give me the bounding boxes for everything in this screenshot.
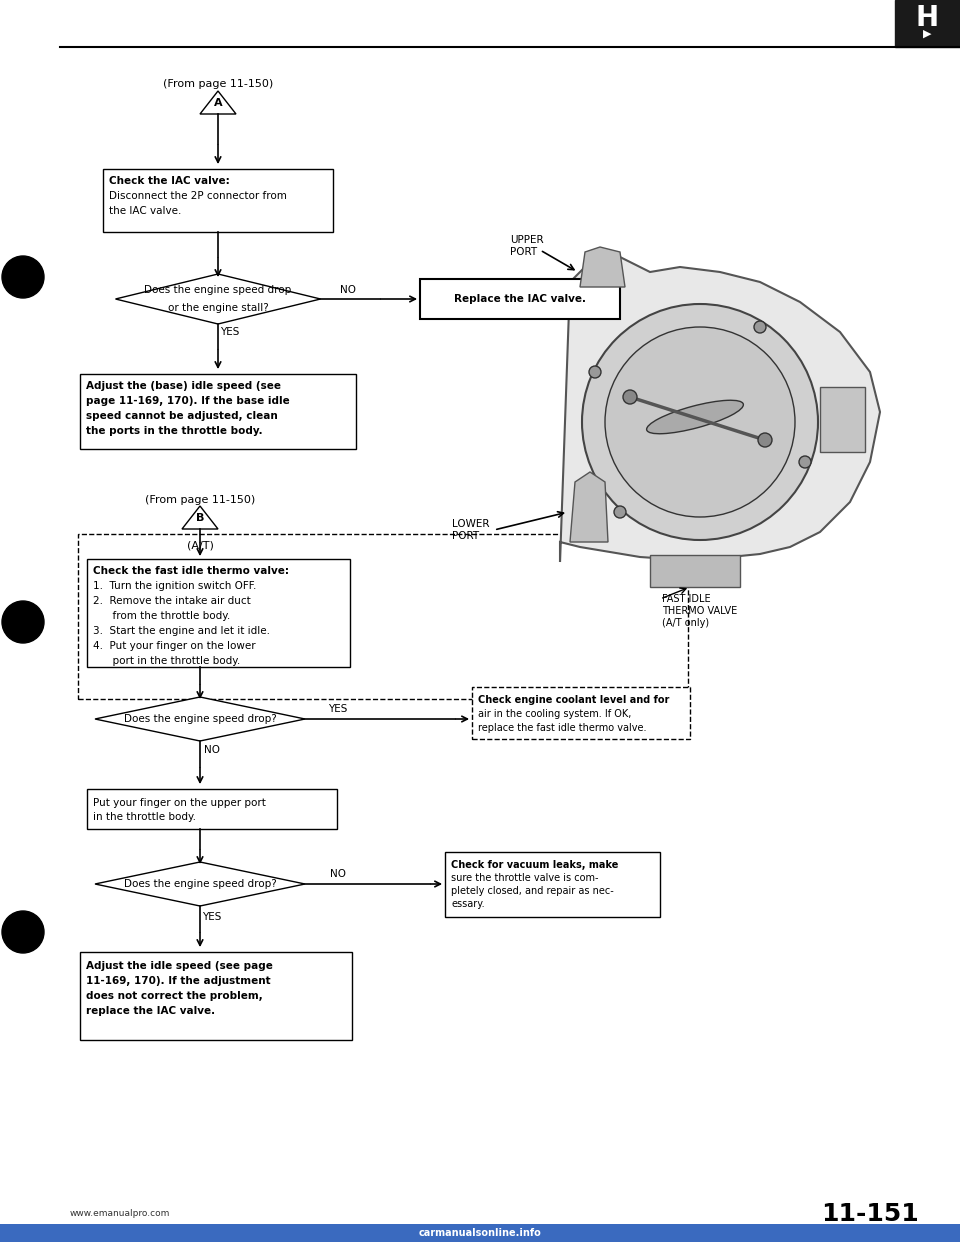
Text: Does the engine speed drop?: Does the engine speed drop? [124,714,276,724]
FancyBboxPatch shape [420,279,620,319]
Text: page 11-169, 170). If the base idle: page 11-169, 170). If the base idle [86,396,290,406]
Circle shape [799,456,811,468]
Text: Disconnect the 2P connector from: Disconnect the 2P connector from [109,191,287,201]
Polygon shape [95,697,305,741]
Text: Adjust the (base) idle speed (see: Adjust the (base) idle speed (see [86,381,281,391]
Polygon shape [95,862,305,905]
Text: 2.  Remove the intake air duct: 2. Remove the intake air duct [93,596,251,606]
Text: replace the fast idle thermo valve.: replace the fast idle thermo valve. [478,723,646,733]
Text: from the throttle body.: from the throttle body. [93,611,230,621]
FancyBboxPatch shape [103,169,333,232]
Text: carmanualsonline.info: carmanualsonline.info [419,1228,541,1238]
Circle shape [758,433,772,447]
Text: FAST IDLE: FAST IDLE [662,594,710,604]
Polygon shape [200,91,236,114]
FancyBboxPatch shape [895,0,960,47]
Text: H: H [916,5,939,32]
Text: (From page 11-150): (From page 11-150) [163,79,274,89]
Text: pletely closed, and repair as nec-: pletely closed, and repair as nec- [451,886,613,895]
Polygon shape [115,274,321,324]
Circle shape [2,910,44,953]
Text: www.emanualpro.com: www.emanualpro.com [70,1210,170,1218]
Circle shape [623,390,637,404]
Text: 4.  Put your finger on the lower: 4. Put your finger on the lower [93,641,255,651]
Polygon shape [580,247,625,287]
Text: Adjust the idle speed (see page: Adjust the idle speed (see page [86,961,273,971]
FancyBboxPatch shape [445,852,660,917]
FancyBboxPatch shape [80,953,352,1040]
Text: Does the engine speed drop: Does the engine speed drop [144,284,292,296]
Circle shape [582,304,818,540]
Text: sure the throttle valve is com-: sure the throttle valve is com- [451,873,598,883]
Text: NO: NO [340,284,356,296]
FancyBboxPatch shape [87,559,350,667]
Circle shape [614,505,626,518]
Text: Does the engine speed drop?: Does the engine speed drop? [124,879,276,889]
Text: NO: NO [204,745,220,755]
FancyBboxPatch shape [472,687,690,739]
Text: NO: NO [330,869,346,879]
Text: Check engine coolant level and for: Check engine coolant level and for [478,696,669,705]
Text: 3.  Start the engine and let it idle.: 3. Start the engine and let it idle. [93,626,270,636]
Text: does not correct the problem,: does not correct the problem, [86,991,263,1001]
Text: in the throttle body.: in the throttle body. [93,812,196,822]
Text: 11-151: 11-151 [821,1202,919,1226]
Text: A: A [214,98,223,108]
Circle shape [605,327,795,517]
Text: LOWER: LOWER [452,519,490,529]
Text: Replace the IAC valve.: Replace the IAC valve. [454,294,586,304]
Text: Check the IAC valve:: Check the IAC valve: [109,176,229,186]
Text: speed cannot be adjusted, clean: speed cannot be adjusted, clean [86,411,277,421]
Text: essary.: essary. [451,899,485,909]
FancyBboxPatch shape [820,388,865,452]
FancyBboxPatch shape [650,555,740,587]
Text: Put your finger on the upper port: Put your finger on the upper port [93,799,266,809]
Text: Check the fast idle thermo valve:: Check the fast idle thermo valve: [93,566,289,576]
Ellipse shape [647,400,743,433]
FancyBboxPatch shape [80,374,356,450]
Text: (From page 11-150): (From page 11-150) [145,496,255,505]
FancyBboxPatch shape [87,789,337,828]
Text: 1.  Turn the ignition switch OFF.: 1. Turn the ignition switch OFF. [93,581,256,591]
Circle shape [2,256,44,298]
Polygon shape [570,472,608,542]
Text: THERMO VALVE: THERMO VALVE [662,606,737,616]
Polygon shape [182,505,218,529]
Text: YES: YES [328,704,348,714]
Text: port in the throttle body.: port in the throttle body. [93,656,240,666]
Circle shape [589,366,601,378]
Text: ▶: ▶ [924,29,932,39]
Text: the ports in the throttle body.: the ports in the throttle body. [86,426,263,436]
Text: (A/T): (A/T) [186,540,213,550]
Text: air in the cooling system. If OK,: air in the cooling system. If OK, [478,709,632,719]
Text: YES: YES [203,912,222,922]
Polygon shape [560,257,880,561]
Text: PORT: PORT [452,532,479,542]
Text: B: B [196,513,204,523]
Text: Check for vacuum leaks, make: Check for vacuum leaks, make [451,859,618,869]
Text: UPPER: UPPER [510,235,543,245]
FancyBboxPatch shape [78,534,688,699]
Circle shape [754,320,766,333]
Text: the IAC valve.: the IAC valve. [109,206,181,216]
Text: or the engine stall?: or the engine stall? [168,303,269,313]
Text: YES: YES [220,327,240,337]
Text: PORT: PORT [510,247,538,257]
Text: replace the IAC valve.: replace the IAC valve. [86,1006,215,1016]
Text: 11-169, 170). If the adjustment: 11-169, 170). If the adjustment [86,976,271,986]
FancyBboxPatch shape [0,1225,960,1242]
Circle shape [2,601,44,643]
Text: (A/T only): (A/T only) [662,619,709,628]
